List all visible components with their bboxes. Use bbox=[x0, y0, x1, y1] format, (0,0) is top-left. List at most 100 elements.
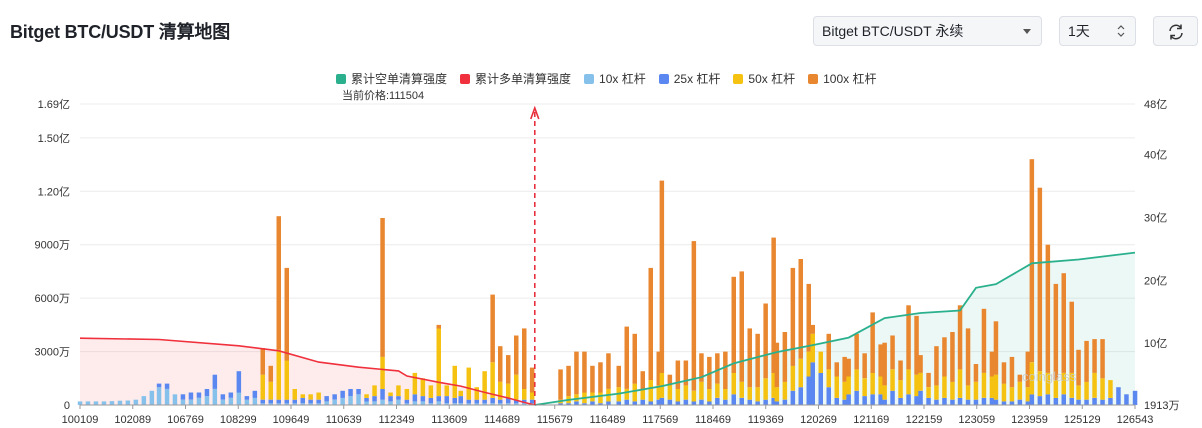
bar-10x bbox=[340, 397, 345, 405]
bar-25x bbox=[348, 389, 353, 397]
bar-25x bbox=[707, 401, 712, 405]
bar-50x bbox=[300, 394, 305, 398]
x-tick-label: 110639 bbox=[326, 414, 362, 426]
bar-100x bbox=[942, 337, 947, 377]
bar-10x bbox=[514, 403, 519, 405]
bar-50x bbox=[452, 365, 457, 398]
bar-50x bbox=[316, 392, 321, 400]
bar-100x bbox=[566, 365, 571, 397]
bar-50x bbox=[506, 383, 511, 398]
bar-100x bbox=[1061, 273, 1066, 373]
bar-100x bbox=[616, 365, 621, 388]
bar-25x bbox=[380, 389, 385, 400]
bar-100x bbox=[1017, 374, 1023, 382]
legend-item[interactable]: 100x 杠杆 bbox=[808, 70, 876, 87]
x-tick-label: 117569 bbox=[642, 414, 678, 426]
bar-100x bbox=[774, 342, 780, 388]
bar-50x bbox=[918, 372, 923, 391]
bar-100x bbox=[1100, 339, 1105, 379]
bar-25x bbox=[1108, 397, 1113, 405]
bar-50x bbox=[934, 385, 939, 400]
bar-25x bbox=[898, 397, 903, 405]
bar-10x bbox=[324, 401, 329, 405]
bar-50x bbox=[818, 351, 823, 373]
bar-25x bbox=[1076, 399, 1081, 405]
bar-25x bbox=[1132, 390, 1138, 405]
bar-100x bbox=[810, 324, 815, 334]
bar-25x bbox=[640, 399, 645, 405]
legend-item[interactable]: 累计多单清算强度 bbox=[460, 70, 571, 87]
bar-25x bbox=[1001, 401, 1007, 405]
bar-100x bbox=[950, 332, 955, 382]
legend-swatch bbox=[336, 73, 346, 84]
bar-25x bbox=[236, 371, 242, 393]
bar-100x bbox=[1009, 356, 1015, 388]
bar-100x bbox=[854, 333, 859, 370]
legend-swatch bbox=[658, 73, 669, 84]
bar-50x bbox=[731, 372, 736, 395]
updown-icon bbox=[1117, 25, 1125, 37]
bar-50x bbox=[790, 365, 796, 391]
bar-25x bbox=[252, 390, 258, 398]
range-select[interactable]: 1天 bbox=[1059, 16, 1136, 46]
bar-10x bbox=[364, 401, 369, 405]
bar-25x bbox=[782, 399, 788, 405]
bar-25x bbox=[1037, 396, 1043, 405]
bar-25x bbox=[228, 392, 234, 398]
legend-item[interactable]: 25x 杠杆 bbox=[658, 70, 720, 87]
bar-100x bbox=[965, 328, 971, 386]
axes: 0 3000万 6000万 9000万 1.20亿 1.50亿 1.69亿 1913万 10亿 2… bbox=[35, 98, 1180, 426]
bar-10x bbox=[228, 397, 234, 405]
bar-100x bbox=[846, 358, 851, 377]
bar-50x bbox=[846, 376, 851, 395]
bar-50x bbox=[950, 381, 955, 400]
refresh-button[interactable] bbox=[1153, 16, 1198, 46]
chevron-down-icon bbox=[1023, 29, 1031, 34]
legend-item[interactable]: 累计空单清算强度 bbox=[336, 70, 447, 87]
bar-25x bbox=[914, 396, 919, 405]
x-tick-label: 115679 bbox=[537, 414, 573, 426]
bar-50x bbox=[498, 381, 503, 400]
bar-10x bbox=[252, 397, 258, 405]
bar-100x bbox=[1029, 159, 1035, 363]
bar-25x bbox=[934, 399, 939, 405]
bar-25x bbox=[1092, 397, 1097, 405]
bar-25x bbox=[292, 399, 297, 404]
bar-50x bbox=[965, 385, 971, 400]
bar-100x bbox=[926, 372, 931, 388]
bar-50x bbox=[458, 390, 463, 397]
y-left-tick-label: 3000万 bbox=[35, 347, 70, 359]
bar-50x bbox=[842, 381, 847, 400]
bar-25x bbox=[826, 387, 831, 405]
bar-50x bbox=[1100, 378, 1105, 400]
bar-100x bbox=[514, 335, 519, 375]
exchange-select[interactable]: Bitget BTC/USDT 永续 bbox=[813, 16, 1042, 46]
y-right-tick-label: 30亿 bbox=[1144, 211, 1167, 224]
bar-25x bbox=[632, 401, 637, 405]
bar-50x bbox=[699, 381, 704, 400]
bar-100x bbox=[260, 348, 265, 375]
bar-50x bbox=[1017, 381, 1023, 400]
y-left-tick-label: 0 bbox=[64, 400, 70, 412]
bar-25x bbox=[466, 399, 471, 404]
bar-50x bbox=[1084, 381, 1089, 400]
bar-10x bbox=[125, 400, 131, 405]
bar-100x bbox=[522, 328, 527, 389]
bar-50x bbox=[942, 376, 947, 398]
legend-item[interactable]: 10x 杠杆 bbox=[584, 70, 646, 87]
bar-50x bbox=[1045, 372, 1051, 395]
bar-25x bbox=[806, 376, 811, 405]
bar-25x bbox=[428, 397, 434, 404]
bar-25x bbox=[490, 397, 495, 404]
bar-100x bbox=[659, 180, 665, 373]
bar-10x bbox=[316, 403, 321, 405]
bar-50x bbox=[308, 394, 313, 400]
bar-25x bbox=[1025, 401, 1031, 405]
bar-25x bbox=[196, 392, 202, 398]
bar-50x bbox=[926, 387, 931, 398]
bar-50x bbox=[771, 372, 776, 398]
bar-25x bbox=[598, 403, 603, 405]
bar-50x bbox=[957, 369, 963, 398]
bar-50x bbox=[598, 392, 603, 404]
legend-item[interactable]: 50x 杠杆 bbox=[733, 70, 795, 87]
